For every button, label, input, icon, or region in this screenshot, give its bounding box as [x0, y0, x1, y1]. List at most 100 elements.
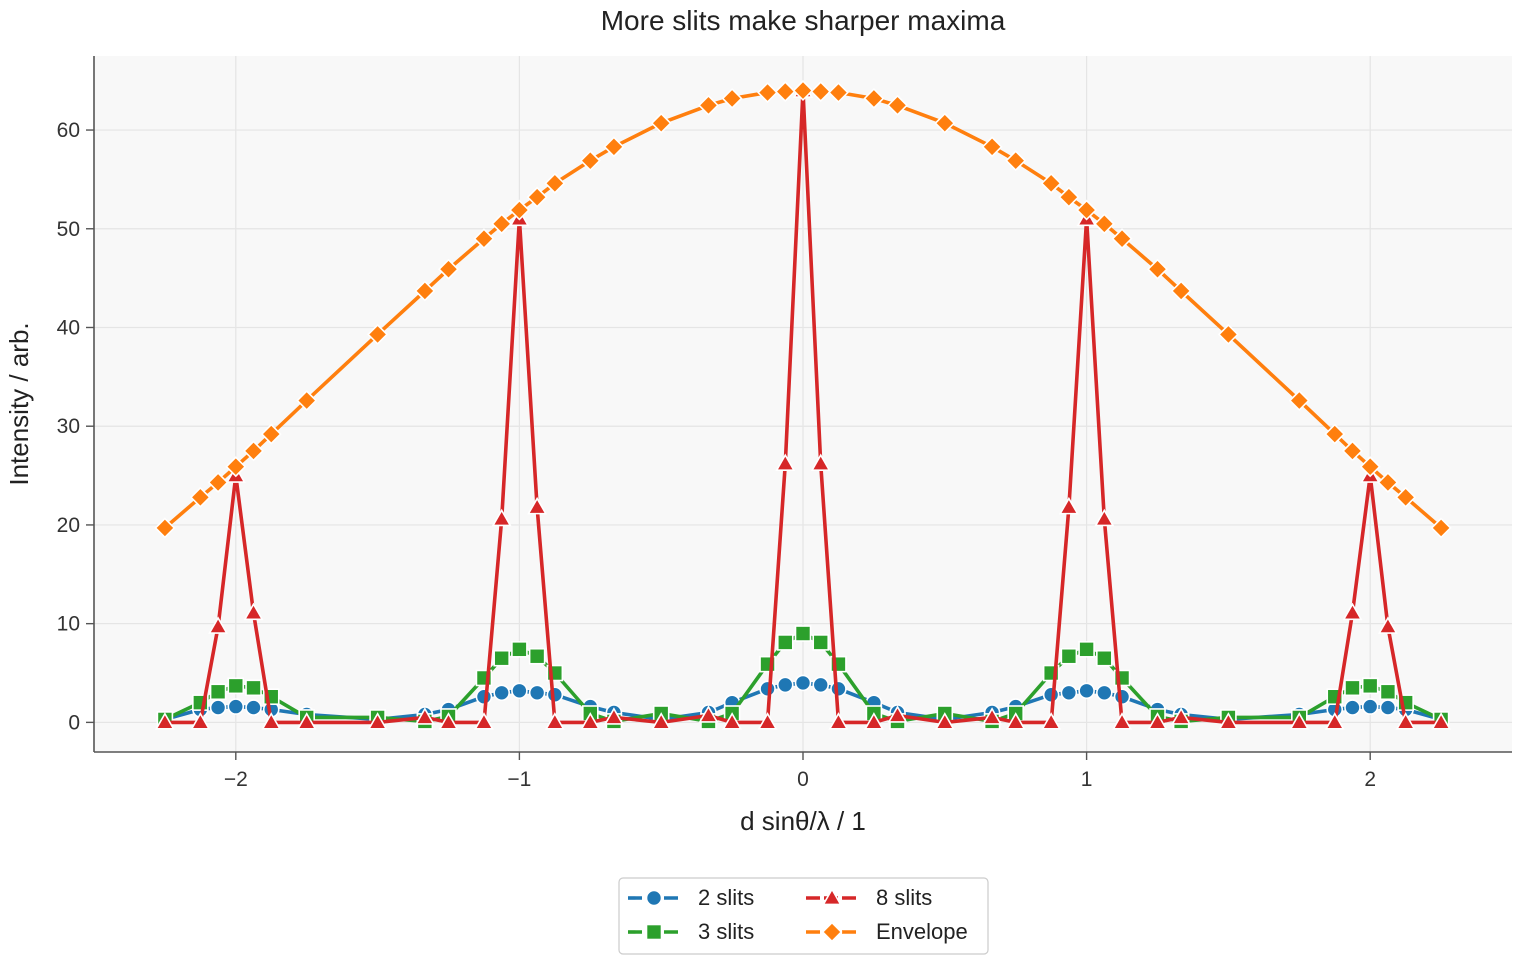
data-point: [154, 517, 176, 539]
y-tick-label: 30: [57, 415, 80, 438]
data-point: [1289, 712, 1310, 730]
data-point: [774, 81, 796, 103]
legend-swatch-marker: [645, 889, 663, 907]
data-point: [1361, 677, 1379, 695]
data-point: [1005, 150, 1027, 172]
data-point: [473, 228, 495, 250]
data-point: [1361, 698, 1379, 715]
x-ticks: −2 −1 0 1 2: [224, 752, 1376, 791]
data-point: [1096, 649, 1113, 667]
data-point: [1096, 684, 1113, 702]
data-point: [438, 712, 459, 730]
data-point: [934, 712, 955, 730]
y-axis-label: Intensity / arb.: [4, 322, 34, 485]
series: [154, 80, 1452, 730]
data-point: [1078, 682, 1095, 700]
data-point: [698, 705, 719, 723]
data-point: [208, 616, 229, 634]
data-point: [243, 440, 265, 462]
data-point: [437, 258, 460, 280]
data-point: [792, 80, 814, 102]
data-point: [1170, 280, 1192, 302]
data-point: [721, 87, 743, 109]
data-point: [154, 712, 175, 730]
y-ticks: 0 10 20 30 40 50 60: [57, 119, 94, 734]
y-tick-label: 40: [57, 316, 80, 339]
data-point: [260, 423, 282, 445]
data-point: [1430, 517, 1452, 539]
data-point: [776, 676, 794, 694]
data-point: [1431, 712, 1452, 730]
data-point: [1217, 323, 1239, 345]
legend-item: Envelope: [806, 919, 968, 944]
data-point: [810, 453, 831, 471]
legend-label: 2 slits: [698, 885, 754, 910]
data-point: [245, 699, 262, 716]
data-point: [508, 199, 530, 221]
data-point: [1395, 712, 1416, 730]
data-point: [1058, 186, 1080, 208]
legend-item: 8 slits: [806, 885, 932, 910]
data-point: [1324, 423, 1346, 445]
legend-item: 2 slits: [628, 885, 754, 910]
data-point: [1377, 471, 1399, 493]
x-tick-label: −2: [224, 768, 248, 791]
data-point: [526, 186, 548, 208]
data-point: [697, 94, 719, 116]
data-point: [1377, 616, 1398, 634]
data-point: [722, 712, 743, 730]
legend-swatch-marker: [821, 887, 843, 906]
data-point: [1042, 686, 1060, 704]
data-point: [473, 712, 494, 730]
y-tick-label: 60: [57, 119, 80, 142]
y-tick-label: 0: [68, 711, 80, 734]
data-point: [828, 712, 849, 730]
data-point: [1058, 496, 1079, 515]
data-point: [827, 82, 849, 104]
data-point: [651, 712, 672, 730]
data-point: [209, 699, 227, 716]
grid: [94, 56, 1512, 752]
data-point: [209, 683, 227, 701]
data-point: [863, 712, 884, 730]
data-point: [775, 453, 796, 471]
data-point: [1078, 641, 1095, 658]
x-axis-label: d sinθ/λ / 1: [740, 806, 866, 836]
data-point: [1111, 228, 1133, 250]
data-point: [812, 634, 830, 651]
data-point: [580, 712, 601, 730]
chart-title: More slits make sharper maxima: [601, 5, 1006, 36]
data-point: [511, 682, 528, 700]
data-point: [243, 602, 264, 621]
data-point: [1344, 679, 1361, 697]
data-point: [528, 684, 546, 702]
data-point: [296, 390, 318, 412]
legend-swatch-marker: [645, 923, 663, 941]
data-point: [981, 136, 1003, 158]
data-point: [367, 323, 389, 345]
data-point: [1359, 456, 1381, 478]
data-point: [190, 712, 211, 730]
data-point: [225, 456, 247, 478]
data-point: [1060, 684, 1078, 702]
data-point: [759, 680, 776, 698]
data-point: [475, 688, 493, 706]
data-point: [1147, 712, 1168, 730]
data-point: [1040, 172, 1062, 194]
data-point: [934, 112, 956, 134]
x-tick-label: 1: [1081, 768, 1093, 791]
data-point: [227, 677, 245, 695]
data-point: [1060, 647, 1078, 665]
data-point: [1112, 712, 1133, 730]
data-point: [603, 707, 624, 725]
data-point: [491, 213, 513, 235]
data-point: [1379, 683, 1397, 701]
data-point: [1041, 712, 1062, 730]
data-point: [414, 280, 436, 302]
data-point: [189, 486, 211, 508]
series-envelope: [154, 80, 1452, 539]
data-point: [579, 150, 601, 172]
data-point: [227, 698, 245, 715]
